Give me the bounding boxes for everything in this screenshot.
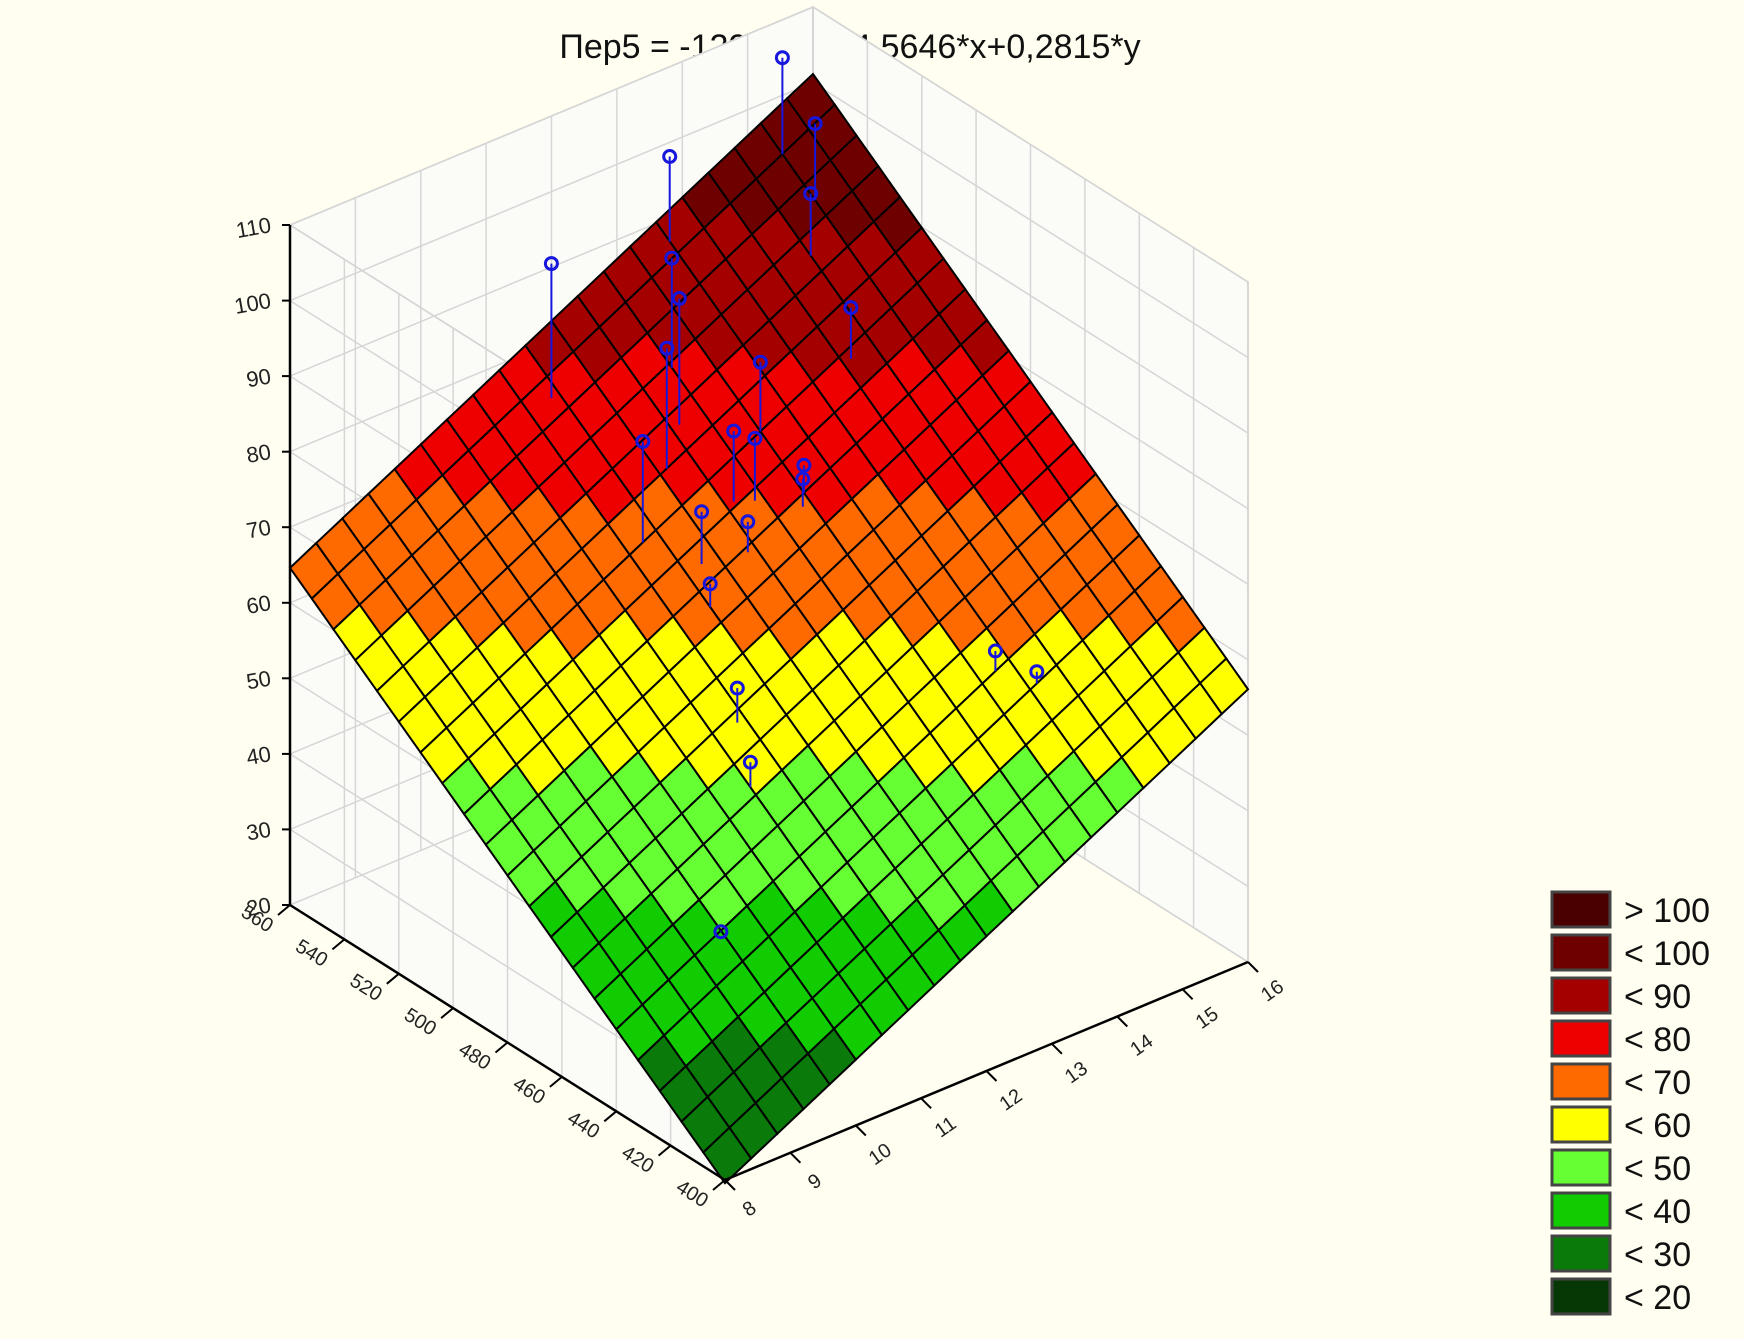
y-tick: [331, 938, 346, 951]
x-tick: [1116, 1015, 1129, 1028]
legend-label: < 100: [1624, 935, 1710, 973]
x-tick: [1051, 1043, 1063, 1055]
y-tick: [657, 1144, 672, 1157]
legend-label: < 40: [1624, 1193, 1691, 1231]
legend-label: < 90: [1624, 978, 1691, 1016]
x-tick: [920, 1097, 932, 1110]
z-tick-label: 60: [244, 590, 272, 619]
data-point: [740, 514, 756, 530]
y-tick: [386, 973, 400, 985]
data-point: [543, 256, 559, 272]
legend-swatch: [1550, 890, 1612, 929]
data-point: [796, 457, 812, 473]
data-point: [694, 504, 710, 520]
x-tick: [985, 1070, 998, 1082]
legend-label: < 20: [1624, 1279, 1691, 1317]
legend-swatch: [1550, 1062, 1612, 1101]
legend-swatch: [1550, 1105, 1612, 1144]
legend-label: < 70: [1624, 1064, 1691, 1102]
z-tick-label: 30: [244, 817, 272, 846]
data-point: [635, 434, 651, 449]
scatter-points: [543, 50, 1045, 940]
legend-swatch: [1550, 1148, 1612, 1187]
legend-swatch: [1550, 1191, 1612, 1230]
data-point: [702, 576, 718, 592]
z-tick-label: 40: [244, 741, 272, 770]
z-tick-label: 50: [244, 666, 272, 695]
y-tick: [494, 1041, 509, 1054]
z-tick-label: 70: [244, 515, 272, 544]
data-point: [1029, 664, 1045, 680]
y-tick: [603, 1110, 617, 1123]
z-tick-label: 110: [234, 212, 273, 243]
data-point: [726, 423, 742, 439]
x-tick: [855, 1124, 867, 1137]
y-tick: [277, 904, 291, 916]
legend-swatch: [1550, 1234, 1612, 1273]
regression-surface: [288, 72, 1250, 1185]
x-tick: [1247, 961, 1259, 973]
data-point: [803, 186, 819, 202]
legend-label: < 50: [1624, 1150, 1691, 1188]
legend-swatch: [1550, 1019, 1612, 1058]
data-point: [795, 471, 811, 487]
legend-swatch: [1550, 976, 1612, 1015]
surface-cell: [701, 1126, 753, 1185]
y-tick: [440, 1007, 454, 1019]
data-point: [729, 680, 745, 696]
legend-swatch: [1550, 933, 1612, 972]
legend-label: > 100: [1624, 892, 1710, 930]
x-tick: [789, 1152, 802, 1164]
data-point: [664, 250, 680, 266]
data-point: [807, 116, 823, 132]
data-point: [659, 340, 675, 356]
z-tick-label: 80: [244, 439, 272, 468]
legend-label: < 30: [1624, 1236, 1691, 1274]
z-tick-label: 90: [244, 363, 272, 392]
x-tick: [1181, 988, 1194, 1001]
data-point: [671, 291, 687, 306]
data-point: [774, 50, 790, 66]
data-point: [752, 354, 768, 370]
data-point: [662, 149, 678, 164]
data-point: [713, 924, 729, 940]
x-tick: [724, 1179, 736, 1191]
y-tick: [549, 1076, 563, 1088]
legend: > 100 < 100 < 90 < 80 < 70 < 60 < 50 < 40 < 30 < …: [1550, 890, 1710, 1317]
data-point: [987, 643, 1003, 659]
data-point: [742, 754, 758, 770]
y-tick: [712, 1179, 726, 1191]
legend-label: < 80: [1624, 1021, 1691, 1059]
data-point: [843, 300, 859, 316]
legend-swatch: [1550, 1277, 1612, 1316]
legend-label: < 60: [1624, 1107, 1691, 1145]
z-tick-label: 20: [244, 892, 272, 921]
data-point: [747, 430, 763, 446]
grid-line: [289, 6, 1249, 283]
